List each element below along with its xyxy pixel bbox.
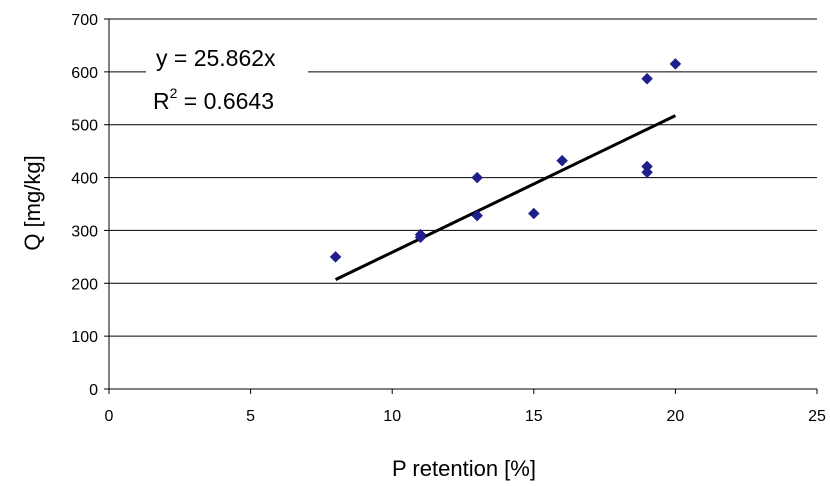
data-point-diamond [414,228,427,241]
data-point-diamond [527,207,540,220]
trendline-annotation: y = 25.862x R2 = 0.6643 [146,35,308,123]
data-point-diamond [471,171,484,184]
y-tick-label: 500 [71,118,98,135]
x-axis-ticks: 0 5 10 15 20 25 [105,389,826,425]
data-points [329,58,682,263]
data-point-diamond [556,154,568,167]
x-tick-label: 15 [525,408,543,425]
x-tick-label: 20 [667,408,685,425]
axes [108,19,817,390]
r2-superscript: 2 [170,85,178,101]
x-tick-label: 5 [246,408,255,425]
y-tick-label: 700 [71,12,98,29]
y-tick-label: 100 [71,329,98,346]
x-tick-label: 25 [808,408,826,425]
r2-value: = 0.6643 [177,88,274,114]
data-point-diamond [669,58,682,70]
y-axis-title: Q [mg/kg] [20,155,45,250]
y-tick-label: 300 [71,223,98,240]
y-axis-ticks: 0 100 200 300 400 500 600 700 [71,12,109,399]
y-tick-label: 200 [71,276,98,293]
data-point-diamond [329,251,342,263]
trendline-group [334,114,677,281]
data-point-diamond [641,166,653,179]
y-tick-label: 0 [89,382,98,399]
trendline [334,114,677,281]
y-tick-label: 400 [71,171,98,188]
trendline-equation: y = 25.862x [156,45,276,71]
x-axis-title: P retention [%] [392,456,536,481]
y-tick-label: 600 [71,65,98,82]
r2-prefix: R [153,88,170,114]
x-tick-label: 0 [105,408,114,425]
trendline-r-squared: R2 = 0.6643 [153,85,274,114]
x-tick-label: 10 [383,408,401,425]
data-point-diamond [471,209,484,222]
annotation-background [146,35,308,123]
data-point-diamond [641,72,653,85]
